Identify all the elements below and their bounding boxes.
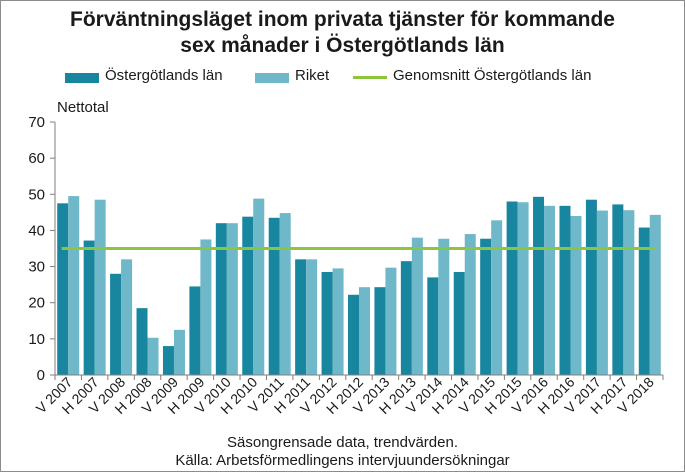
bar-riket-21: [623, 210, 635, 375]
y-tick-label-70: 70: [28, 114, 45, 131]
bar-ostergotland-3: [136, 308, 148, 375]
legend: Östergötlands län Riket Genomsnitt Öster…: [1, 65, 684, 87]
y-tick-label-0: 0: [37, 367, 45, 384]
bar-riket-22: [649, 214, 661, 375]
bar-ostergotland-22: [638, 227, 650, 375]
chart-title: Förväntningsläget inom privata tjänster …: [1, 7, 684, 59]
bar-ostergotland-16: [480, 238, 492, 375]
bar-ostergotland-18: [533, 196, 545, 375]
bar-ostergotland-21: [612, 204, 624, 375]
footnote-2: Källa: Arbetsförmedlingens intervjuunder…: [175, 452, 510, 469]
bar-riket-9: [306, 259, 318, 375]
bar-riket-19: [570, 215, 582, 375]
bar-riket-18: [544, 205, 556, 375]
bar-riket-6: [226, 223, 238, 375]
bar-riket-12: [385, 267, 397, 375]
bar-riket-20: [596, 210, 608, 375]
bar-ostergotland-17: [506, 201, 518, 375]
bar-riket-17: [517, 202, 529, 375]
legend-label-ostergotland: Östergötlands län: [105, 67, 223, 84]
bar-riket-15: [464, 234, 476, 375]
legend-label-genomsnitt: Genomsnitt Östergötlands län: [393, 67, 592, 84]
y-tick-label-50: 50: [28, 186, 45, 203]
y-tick-label-60: 60: [28, 150, 45, 167]
bar-ostergotland-15: [453, 271, 465, 375]
bar-riket-7: [253, 198, 265, 375]
bar-riket-3: [147, 337, 159, 375]
bar-ostergotland-13: [400, 261, 412, 375]
bar-ostergotland-10: [321, 271, 333, 375]
bar-riket-14: [438, 238, 450, 375]
bar-riket-8: [279, 213, 291, 375]
bar-ostergotland-8: [268, 217, 280, 375]
bar-ostergotland-4: [162, 346, 174, 375]
legend-swatch-riket: [255, 73, 289, 83]
bar-ostergotland-7: [242, 216, 254, 375]
bar-ostergotland-12: [374, 287, 386, 375]
footnote-1: Säsongrensade data, trendvärden.: [227, 434, 458, 451]
bar-riket-0: [68, 196, 80, 375]
bar-ostergotland-20: [585, 199, 597, 375]
legend-line-genomsnitt: [353, 76, 387, 79]
bar-riket-2: [121, 259, 133, 375]
legend-swatch-ostergotland: [65, 73, 99, 83]
bar-ostergotland-0: [57, 203, 69, 375]
bar-ostergotland-1: [83, 240, 95, 375]
chart-title-line-1: Förväntningsläget inom privata tjänster …: [70, 8, 615, 31]
y-tick-label-10: 10: [28, 331, 45, 348]
bar-riket-1: [94, 199, 106, 375]
bar-riket-10: [332, 268, 344, 375]
bar-riket-13: [411, 237, 423, 375]
bar-ostergotland-9: [295, 259, 307, 375]
bar-riket-5: [200, 239, 212, 375]
bar-ostergotland-6: [215, 223, 227, 375]
y-tick-label-30: 30: [28, 259, 45, 276]
bar-ostergotland-2: [110, 273, 122, 375]
bar-riket-16: [491, 220, 503, 375]
y-tick-label-40: 40: [28, 222, 45, 239]
bar-ostergotland-19: [559, 205, 571, 375]
bar-ostergotland-14: [427, 277, 439, 375]
y-axis-unit-label: Nettotal: [57, 99, 109, 116]
y-tick-label-20: 20: [28, 295, 45, 312]
bar-ostergotland-11: [348, 294, 359, 375]
chart-title-line-2: sex månader i Östergötlands län: [180, 34, 505, 57]
bar-ostergotland-5: [189, 286, 201, 375]
bar-riket-11: [359, 287, 370, 375]
legend-label-riket: Riket: [295, 67, 330, 84]
bar-riket-4: [173, 329, 185, 375]
